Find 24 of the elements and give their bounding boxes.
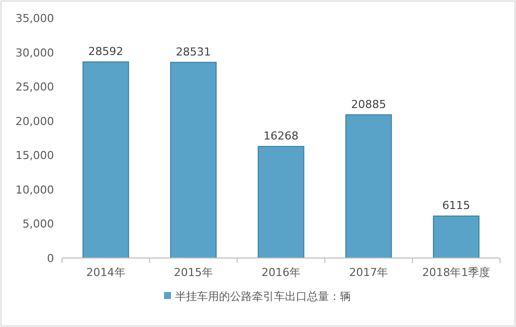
x-tick-label: 2016年: [262, 266, 300, 279]
bar: [258, 146, 304, 258]
bar: [345, 114, 392, 258]
y-tick-label: 10,000: [16, 183, 54, 196]
x-tick-label: 2017年: [349, 266, 388, 279]
bar: [170, 62, 217, 258]
bar: [432, 216, 480, 258]
data-label: 28592: [88, 44, 124, 58]
y-tick-label: 15,000: [16, 149, 54, 162]
x-tick-label: 2014年: [86, 266, 126, 279]
y-tick-label: 5,000: [22, 218, 54, 231]
y-tick-label: 30,000: [16, 46, 54, 60]
y-tick-label: 25,000: [16, 80, 54, 94]
legend-label: 半挂车用的公路牵引车出口总量：辆: [175, 290, 351, 303]
data-label: 6115: [442, 199, 470, 212]
y-tick-label: 20,000: [16, 114, 54, 128]
y-tick-label: 35,000: [16, 12, 54, 25]
data-label: 20885: [351, 98, 386, 111]
data-label: 28531: [176, 45, 211, 58]
data-label: 16268: [264, 129, 298, 142]
bar: [82, 61, 130, 258]
x-tick-label: 2015年: [174, 266, 213, 279]
x-tick-label: 2018年1季度: [422, 266, 490, 279]
y-tick-label: 0: [47, 252, 54, 265]
